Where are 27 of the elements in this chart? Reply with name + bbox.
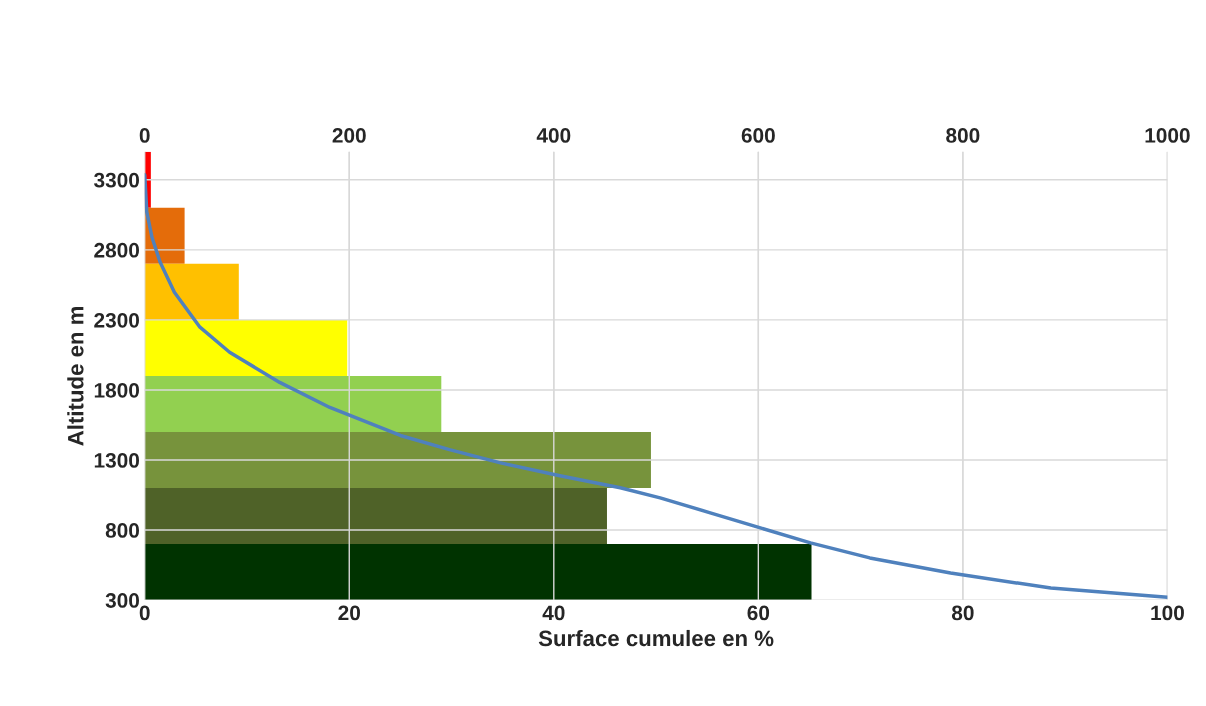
x-tick-label: 800 — [946, 128, 980, 143]
bar — [144, 319, 348, 376]
x-tick-label: 1000 — [1145, 128, 1190, 143]
x-tick-label: 0 — [139, 605, 150, 621]
y-tick-label: 300 — [105, 593, 140, 608]
x-axis-title: Surface cumulee en % — [538, 629, 774, 647]
x-tick-label: 100 — [1151, 605, 1184, 621]
y-tick-label: 2300 — [94, 312, 140, 328]
y-tick-label: 2800 — [94, 242, 140, 258]
y-tick-label: 1300 — [94, 453, 140, 468]
x-tick-label: 80 — [951, 605, 974, 621]
x-tick-label: 20 — [338, 605, 360, 621]
x-tick-label: 40 — [542, 605, 565, 621]
y-tick-label: 800 — [105, 523, 140, 538]
bar — [144, 263, 239, 320]
x-tick-label: 200 — [332, 128, 366, 143]
bar — [144, 375, 442, 432]
x-tick-label: 60 — [747, 605, 770, 621]
bar — [144, 544, 812, 601]
x-tick-label: 0 — [139, 128, 150, 143]
x-tick-label: 400 — [536, 128, 571, 143]
bar — [144, 431, 651, 489]
y-axis-title: Altitude en m — [67, 306, 84, 446]
y-tick-label: 3300 — [94, 172, 140, 188]
y-tick-label: 1800 — [94, 382, 140, 398]
x-tick-label: 600 — [741, 128, 775, 143]
bar — [144, 488, 607, 545]
